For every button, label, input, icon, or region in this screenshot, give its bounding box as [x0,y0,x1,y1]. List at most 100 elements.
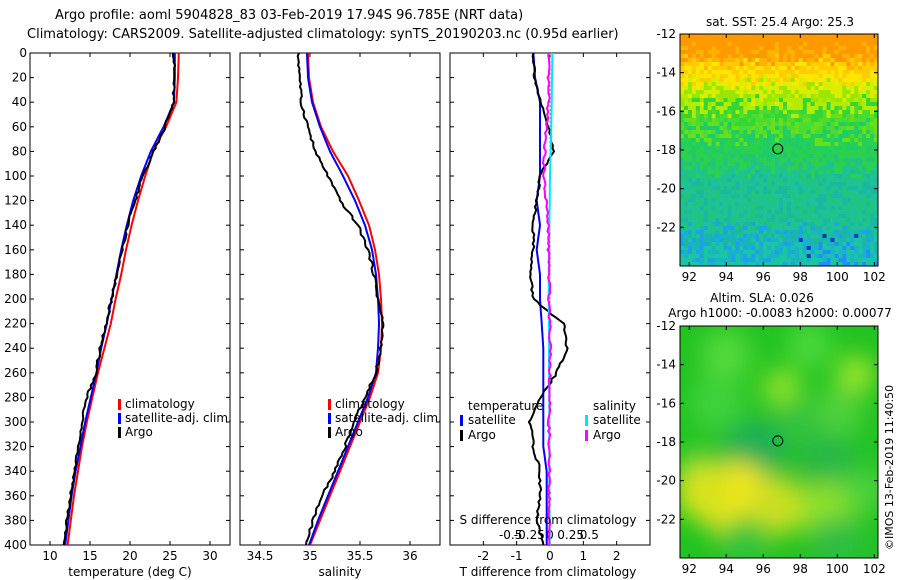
sst-cell [727,194,732,199]
sst-cell [739,250,744,255]
sst-cell [782,254,788,259]
sst-cell [699,70,705,75]
y-tick-label: 400 [4,538,27,552]
sst-cell [786,34,792,39]
sst-cell [775,186,780,191]
sst-cell [691,62,697,67]
sst-cell [818,190,823,195]
sst-cell [834,250,839,255]
sst-cell [866,78,871,83]
sst-cell [771,238,776,243]
legend-swatch [118,413,121,424]
sst-cell [818,230,823,235]
sst-cell [862,82,867,87]
sst-cell [802,134,808,139]
y-tick-label: 200 [4,292,27,306]
sst-cell [739,206,744,211]
sst-cell [790,246,796,251]
sst-cell [790,154,796,159]
sst-cell [680,178,685,183]
sst-cell [723,142,728,147]
sst-cell [802,126,808,131]
sst-cell [798,206,804,211]
sst-cell [870,258,875,263]
sst-cell [683,242,689,247]
sst-cell [798,110,804,115]
sst-cell [806,146,812,151]
sst-cell [802,250,808,255]
sst-cell [806,74,812,79]
sst-cell [715,98,720,103]
sst-cell [687,70,693,75]
sst-cell [731,222,736,227]
sst-cell [862,98,867,103]
sst-cell [810,66,816,71]
y-tick-label: 20 [12,71,27,85]
sst-cell [818,234,823,239]
sst-cell [798,186,804,191]
sst-cell [814,134,819,139]
sst-cell [711,62,717,67]
legend-swatch [328,427,331,438]
sst-cell [858,230,863,235]
sst-cell [731,214,736,219]
sst-cell [826,130,831,135]
sst-cell [862,106,867,111]
sst-cell [759,242,764,247]
sst-cell [782,194,788,199]
sst-cell [680,218,685,223]
sst-cell [739,210,744,215]
sst-cell [739,98,744,103]
y-tick-label: 140 [4,218,27,232]
map-x-tick-label: 96 [756,562,771,576]
sst-cell [826,54,831,59]
sst-cell [786,86,792,91]
sst-cell [870,242,875,247]
sst-cell [739,242,744,247]
sst-cell [858,50,863,55]
sst-cell [727,210,732,215]
sst-cell [707,150,713,155]
sst-cell [680,222,685,227]
map-y-tick-label: -22 [656,512,676,526]
sst-cell [842,230,847,235]
sst-cell [862,198,867,203]
sst-cell [822,114,827,119]
sst-cell [846,170,851,175]
sst-cell [802,246,808,251]
sst-cell [683,110,689,115]
sst-cell [687,34,693,39]
sst-cell [771,210,776,215]
sst-cell [818,122,823,127]
y-tick-label: 40 [12,95,27,109]
sst-cell [687,154,693,159]
sst-cell [695,46,701,51]
sst-cell [874,238,878,243]
sst-cell [798,106,804,111]
sst-cell [747,242,752,247]
sst-cell [771,38,776,43]
sst-cell [779,38,784,43]
sst-cell [683,66,689,71]
sst-cell [755,46,760,51]
sst-cell [687,126,693,131]
sst-cell [838,46,843,51]
sst-cell [743,78,748,83]
sst-cell [858,186,863,191]
x-tick-label: 10 [42,549,57,563]
sst-cell [743,162,748,167]
sst-cell [723,210,728,215]
x-tick-label: 15 [82,549,97,563]
sst-cell [715,138,720,143]
sst-cell [767,234,772,239]
sst-cell [711,246,717,251]
sst-cell [786,82,792,87]
sst-cell [680,146,685,151]
sst-cell [870,58,875,63]
sst-cell [850,182,855,187]
sst-cell [782,114,788,119]
sst-cell [814,258,819,263]
sst-cell [826,202,831,207]
sst-cell [794,154,800,159]
sst-cell [846,54,851,59]
